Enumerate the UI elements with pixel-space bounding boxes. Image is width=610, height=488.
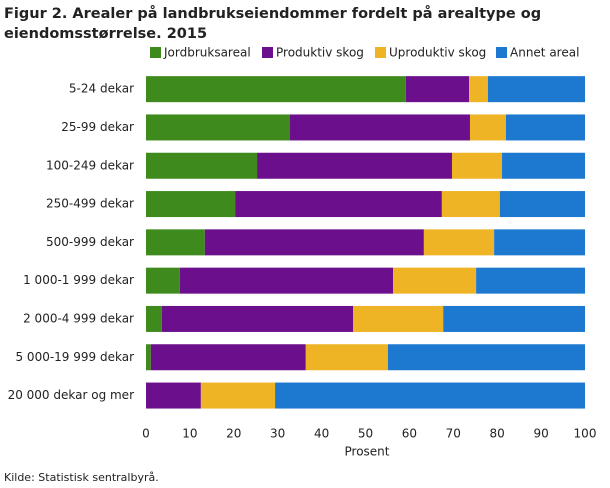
bar-segment bbox=[505, 114, 585, 141]
x-tick-label: 100 bbox=[574, 427, 597, 441]
x-tick-label: 70 bbox=[446, 427, 461, 441]
bar-segment bbox=[275, 382, 585, 409]
bar-segment bbox=[476, 267, 585, 294]
bar-segment bbox=[204, 229, 424, 256]
x-tick-label: 30 bbox=[270, 427, 285, 441]
bar-segment bbox=[146, 76, 406, 103]
x-tick-label: 80 bbox=[490, 427, 505, 441]
bar-segment bbox=[146, 267, 180, 294]
bar-segment bbox=[146, 305, 162, 332]
y-tick-label: 20 000 dekar og mer bbox=[8, 388, 134, 402]
bar-segment bbox=[150, 344, 306, 371]
y-tick-label: 250-499 dekar bbox=[46, 197, 134, 211]
y-tick-label: 5-24 dekar bbox=[69, 82, 134, 96]
bar-segment bbox=[200, 382, 276, 409]
y-tick-label: 5 000-19 999 dekar bbox=[15, 350, 134, 364]
source: Kilde: Statistisk sentralbyrå. bbox=[4, 471, 159, 484]
bar-segment bbox=[305, 344, 388, 371]
bar-segment bbox=[353, 305, 444, 332]
bar-segment bbox=[146, 114, 290, 141]
legend-swatch bbox=[150, 47, 161, 58]
bar-segment bbox=[146, 191, 236, 218]
x-tick-label: 0 bbox=[142, 427, 150, 441]
bar-segment bbox=[146, 152, 258, 179]
x-axis-label: Prosent bbox=[345, 445, 390, 459]
bar-segment bbox=[146, 229, 205, 256]
chart-title: Figur 2. Arealer på landbrukseiendommer … bbox=[4, 6, 542, 42]
bar-segment bbox=[393, 267, 477, 294]
bar-segment bbox=[487, 76, 585, 103]
bar-segment bbox=[146, 344, 151, 371]
bar-segment bbox=[443, 305, 585, 332]
legend-label: Uproduktiv skog bbox=[389, 46, 486, 60]
y-tick-label: 25-99 dekar bbox=[61, 120, 134, 134]
bar-segment bbox=[289, 114, 470, 141]
bar-segment bbox=[146, 382, 201, 409]
x-tick-label: 90 bbox=[533, 427, 548, 441]
legend-swatch bbox=[375, 47, 386, 58]
y-tick-label: 2 000-4 999 dekar bbox=[23, 311, 134, 325]
bar-segment bbox=[405, 76, 470, 103]
bar-segment bbox=[257, 152, 452, 179]
x-tick-label: 60 bbox=[402, 427, 417, 441]
bar-segment bbox=[161, 305, 354, 332]
bar-segment bbox=[423, 229, 495, 256]
legend-label: Produktiv skog bbox=[276, 46, 364, 60]
bar-segment bbox=[469, 76, 488, 103]
legend-label: Jordbruksareal bbox=[163, 46, 251, 60]
y-tick-label: 100-249 dekar bbox=[46, 158, 134, 172]
bar-segment bbox=[469, 114, 506, 141]
bar-segment bbox=[502, 152, 585, 179]
y-tick-label: 500-999 dekar bbox=[46, 235, 134, 249]
legend-label: Annet areal bbox=[510, 46, 579, 60]
x-tick-label: 20 bbox=[226, 427, 241, 441]
bar-segment bbox=[235, 191, 442, 218]
bar-segment bbox=[387, 344, 585, 371]
bar-segment bbox=[494, 229, 585, 256]
legend-swatch bbox=[262, 47, 273, 58]
bar-segment bbox=[179, 267, 394, 294]
x-tick-label: 40 bbox=[314, 427, 329, 441]
legend-swatch bbox=[496, 47, 507, 58]
x-tick-label: 10 bbox=[182, 427, 197, 441]
x-tick-label: 50 bbox=[358, 427, 373, 441]
bar-segment bbox=[441, 191, 500, 218]
bar-segment bbox=[499, 191, 585, 218]
y-tick-label: 1 000-1 999 dekar bbox=[23, 273, 134, 287]
bar-segment bbox=[451, 152, 503, 179]
